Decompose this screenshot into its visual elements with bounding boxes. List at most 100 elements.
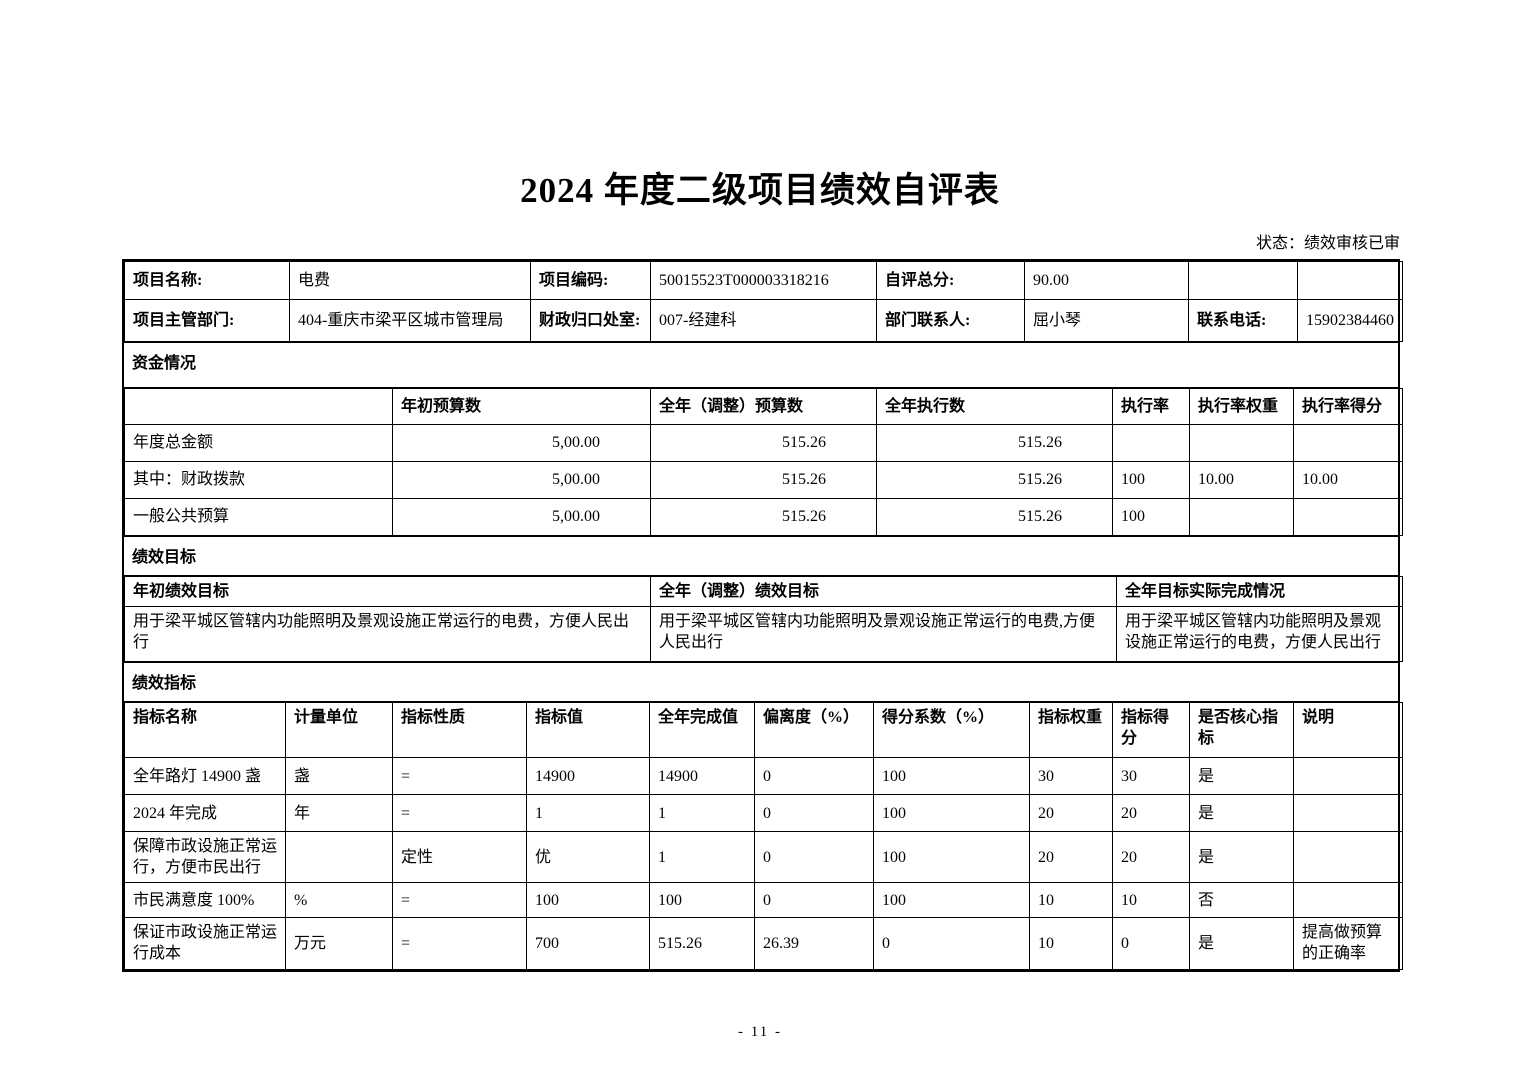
funding-table: 年初预算数 全年（调整）预算数 全年执行数 执行率 执行率权重 执行率得分 年度… bbox=[124, 388, 1403, 536]
section-band-goals: 绩效目标 bbox=[124, 536, 1398, 576]
funding-cell: 10.00 bbox=[1189, 461, 1294, 499]
funding-cell: 5,00.00 bbox=[392, 461, 651, 499]
table-row: 项目主管部门: 404-重庆市梁平区城市管理局 财政归口处室: 007-经建科 … bbox=[124, 299, 1403, 342]
funding-cell: 5,00.00 bbox=[392, 424, 651, 462]
contact-person-label: 部门联系人: bbox=[876, 299, 1025, 342]
funding-row-label: 一般公共预算 bbox=[124, 498, 393, 536]
funding-cell bbox=[1189, 424, 1294, 462]
funding-cell: 100 bbox=[1112, 498, 1190, 536]
funding-cell: 10.00 bbox=[1293, 461, 1403, 499]
indicator-completed: 14900 bbox=[649, 757, 755, 796]
indicator-header-core: 是否核心指标 bbox=[1189, 702, 1294, 759]
indicator-completed: 515.26 bbox=[649, 917, 755, 970]
indicator-name: 保障市政设施正常运行，方便市民出行 bbox=[124, 831, 286, 884]
goals-header-adjusted: 全年（调整）绩效目标 bbox=[650, 575, 1117, 608]
indicator-header-nature: 指标性质 bbox=[392, 702, 527, 759]
empty-cell bbox=[1297, 261, 1403, 300]
indicator-name: 2024 年完成 bbox=[124, 794, 286, 833]
indicator-target: 100 bbox=[526, 882, 650, 919]
funding-cell: 515.26 bbox=[650, 424, 877, 462]
self-score-label: 自评总分: bbox=[876, 261, 1025, 300]
indicator-core: 否 bbox=[1189, 882, 1294, 919]
funding-header-exec-score: 执行率得分 bbox=[1293, 388, 1403, 425]
section-band-funding: 资金情况 bbox=[124, 342, 1398, 388]
self-score-value: 90.00 bbox=[1024, 261, 1189, 300]
page-title: 2024 年度二级项目绩效自评表 bbox=[520, 171, 1000, 210]
funding-cell: 515.26 bbox=[876, 498, 1113, 536]
indicator-score-coef: 0 bbox=[873, 917, 1030, 970]
finance-office-label: 财政归口处室: bbox=[530, 299, 651, 342]
indicator-header-name: 指标名称 bbox=[124, 702, 286, 759]
indicator-header-unit: 计量单位 bbox=[285, 702, 393, 759]
indicator-deviation: 0 bbox=[754, 831, 874, 884]
project-code-value: 50015523T000003318216 bbox=[650, 261, 877, 300]
funding-cell bbox=[1293, 498, 1403, 536]
indicator-nature: = bbox=[392, 757, 527, 796]
department-value: 404-重庆市梁平区城市管理局 bbox=[289, 299, 531, 342]
finance-office-value: 007-经建科 bbox=[650, 299, 877, 342]
indicator-header-target: 指标值 bbox=[526, 702, 650, 759]
indicator-deviation: 26.39 bbox=[754, 917, 874, 970]
funding-cell: 5,00.00 bbox=[392, 498, 651, 536]
indicator-score-coef: 100 bbox=[873, 794, 1030, 833]
section-band-indicators: 绩效指标 bbox=[124, 662, 1398, 703]
indicator-score: 20 bbox=[1112, 831, 1190, 884]
indicator-header-deviation: 偏离度（%） bbox=[754, 702, 874, 759]
indicator-weight: 20 bbox=[1029, 794, 1113, 833]
goals-content-row: 用于梁平城区管辖内功能照明及景观设施正常运行的电费，方便人民出行 用于梁平城区管… bbox=[124, 606, 1403, 663]
funding-header-initial-budget: 年初预算数 bbox=[392, 388, 651, 425]
contact-person-value: 屈小琴 bbox=[1024, 299, 1189, 342]
indicator-row: 市民满意度 100% % = 100 100 0 100 10 10 否 bbox=[124, 882, 1403, 919]
indicator-target: 1 bbox=[526, 794, 650, 833]
indicator-note bbox=[1293, 757, 1403, 796]
indicator-deviation: 0 bbox=[754, 882, 874, 919]
goals-header-actual: 全年目标实际完成情况 bbox=[1116, 575, 1403, 608]
department-label: 项目主管部门: bbox=[124, 299, 290, 342]
project-name-value: 电费 bbox=[289, 261, 531, 300]
funding-header-row: 年初预算数 全年（调整）预算数 全年执行数 执行率 执行率权重 执行率得分 bbox=[124, 388, 1403, 425]
project-info-table: 项目名称: 电费 项目编码: 50015523T000003318216 自评总… bbox=[124, 261, 1403, 342]
indicator-score-coef: 100 bbox=[873, 757, 1030, 796]
indicator-score: 0 bbox=[1112, 917, 1190, 970]
indicator-header-note: 说明 bbox=[1293, 702, 1403, 759]
indicator-unit: % bbox=[285, 882, 393, 919]
funding-cell: 515.26 bbox=[876, 461, 1113, 499]
phone-label: 联系电话: bbox=[1188, 299, 1298, 342]
funding-cell bbox=[1112, 424, 1190, 462]
indicator-unit: 万元 bbox=[285, 917, 393, 970]
indicator-core: 是 bbox=[1189, 757, 1294, 796]
indicator-target: 14900 bbox=[526, 757, 650, 796]
funding-row-total: 年度总金额 5,00.00 515.26 515.26 bbox=[124, 424, 1403, 462]
indicator-completed: 1 bbox=[649, 831, 755, 884]
indicator-note bbox=[1293, 882, 1403, 919]
indicator-score: 10 bbox=[1112, 882, 1190, 919]
indicator-note: 提高做预算的正确率 bbox=[1293, 917, 1403, 970]
indicator-unit bbox=[285, 831, 393, 884]
indicator-weight: 20 bbox=[1029, 831, 1113, 884]
indicator-name: 保证市政设施正常运行成本 bbox=[124, 917, 286, 970]
project-name-label: 项目名称: bbox=[124, 261, 290, 300]
funding-cell bbox=[1189, 498, 1294, 536]
indicator-header-score-coef: 得分系数（%） bbox=[873, 702, 1030, 759]
indicator-core: 是 bbox=[1189, 917, 1294, 970]
indicator-nature: 定性 bbox=[392, 831, 527, 884]
indicator-name: 全年路灯 14900 盏 bbox=[124, 757, 286, 796]
indicator-completed: 100 bbox=[649, 882, 755, 919]
funding-row-label: 年度总金额 bbox=[124, 424, 393, 462]
indicator-row: 全年路灯 14900 盏 盏 = 14900 14900 0 100 30 30… bbox=[124, 757, 1403, 796]
indicator-target: 优 bbox=[526, 831, 650, 884]
funding-cell: 100 bbox=[1112, 461, 1190, 499]
indicator-nature: = bbox=[392, 794, 527, 833]
funding-header-executed: 全年执行数 bbox=[876, 388, 1113, 425]
indicator-header-completed: 全年完成值 bbox=[649, 702, 755, 759]
indicator-score-coef: 100 bbox=[873, 831, 1030, 884]
goals-header-row: 年初绩效目标 全年（调整）绩效目标 全年目标实际完成情况 bbox=[124, 575, 1403, 608]
goals-header-initial: 年初绩效目标 bbox=[124, 575, 651, 608]
goals-adjusted-text: 用于梁平城区管辖内功能照明及景观设施正常运行的电费,方便人民出行 bbox=[650, 606, 1117, 663]
funding-cell: 515.26 bbox=[650, 498, 877, 536]
indicator-note bbox=[1293, 831, 1403, 884]
indicator-score: 30 bbox=[1112, 757, 1190, 796]
page-number: - 11 - bbox=[738, 1023, 782, 1040]
funding-cell bbox=[1293, 424, 1403, 462]
indicator-score: 20 bbox=[1112, 794, 1190, 833]
